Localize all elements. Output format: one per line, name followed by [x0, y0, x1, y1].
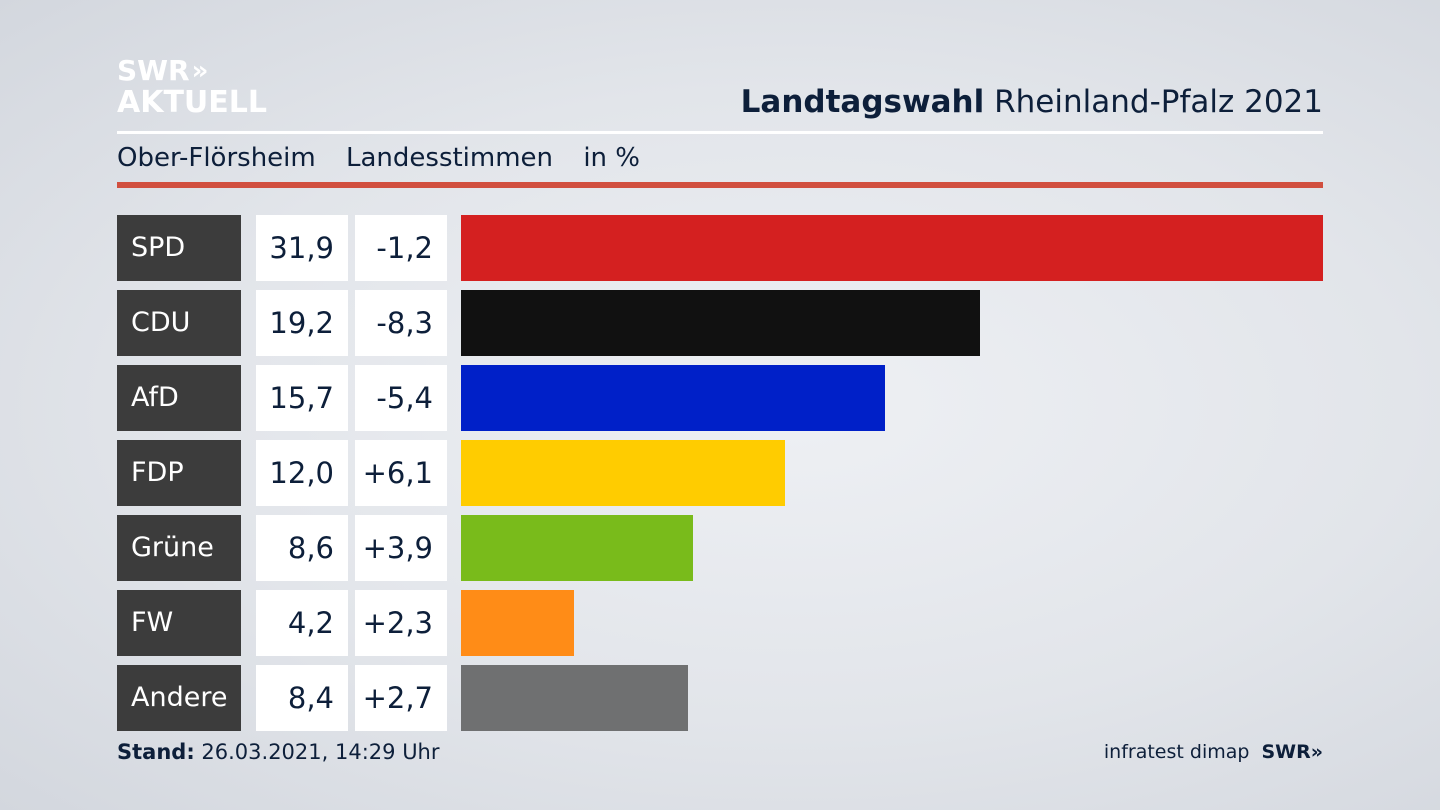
stand-label: Stand:	[117, 740, 195, 764]
chart-row: FW 4,2 +2,3	[117, 590, 1323, 656]
logo-line2: AKTUELL	[117, 85, 268, 120]
chart-row: Andere 8,4 +2,7	[117, 665, 1323, 731]
source-label: infratest dimap	[1103, 741, 1250, 763]
title-rest: Rheinland-Pfalz 2021	[994, 84, 1323, 120]
chart-row: CDU 19,2 -8,3	[117, 290, 1323, 356]
chart-row: SPD 31,9 -1,2	[117, 215, 1323, 281]
timestamp: Stand: 26.03.2021, 14:29 Uhr	[117, 740, 440, 764]
footer-swr-logo: SWR»	[1261, 741, 1323, 763]
party-label: FDP	[117, 440, 241, 506]
vote-share-label: 15,7	[256, 365, 348, 431]
footer-brand: SWR	[1261, 741, 1311, 763]
bar-spd	[461, 215, 1323, 281]
subtitle-unit: in %	[583, 143, 640, 173]
change-label: -5,4	[355, 365, 447, 431]
header-divider	[117, 131, 1323, 134]
chart-row: Grüne 8,6 +3,9	[117, 515, 1323, 581]
subtitle-measure: Landesstimmen	[346, 143, 554, 173]
change-label: -1,2	[355, 215, 447, 281]
party-label: FW	[117, 590, 241, 656]
change-label: +2,7	[355, 665, 447, 731]
vote-share-label: 19,2	[256, 290, 348, 356]
vote-share-label: 31,9	[256, 215, 348, 281]
bar-cdu	[461, 290, 980, 356]
bar-afd	[461, 365, 886, 431]
page-title: Landtagswahl Rheinland-Pfalz 2021	[741, 84, 1323, 120]
change-label: +6,1	[355, 440, 447, 506]
party-label: CDU	[117, 290, 241, 356]
vote-share-label: 12,0	[256, 440, 348, 506]
subtitle-divider	[117, 182, 1323, 188]
swr-aktuell-logo: SWR» AKTUELL	[117, 56, 267, 118]
chart-row: FDP 12,0 +6,1	[117, 440, 1323, 506]
change-label: +2,3	[355, 590, 447, 656]
subtitle-place: Ober-Flörsheim	[117, 143, 316, 173]
change-label: +3,9	[355, 515, 447, 581]
change-label: -8,3	[355, 290, 447, 356]
bar-grüne	[461, 515, 694, 581]
chart-row: AfD 15,7 -5,4	[117, 365, 1323, 431]
logo-line1: SWR	[117, 54, 190, 87]
stand-value: 26.03.2021, 14:29 Uhr	[201, 740, 440, 764]
party-label: Andere	[117, 665, 241, 731]
bar-andere	[461, 665, 688, 731]
footer-chevron-icon: »	[1310, 741, 1323, 763]
chart-subtitle: Ober-Flörsheim Landesstimmen in %	[117, 143, 662, 173]
party-label: AfD	[117, 365, 241, 431]
source-credit: infratest dimap SWR»	[1104, 741, 1323, 763]
vote-share-label: 8,4	[256, 665, 348, 731]
title-bold: Landtagswahl	[740, 84, 985, 120]
bar-fdp	[461, 440, 786, 506]
party-label: Grüne	[117, 515, 241, 581]
vote-share-label: 4,2	[256, 590, 348, 656]
bar-fw	[461, 590, 575, 656]
party-label: SPD	[117, 215, 241, 281]
logo-chevron-icon: »	[191, 56, 209, 86]
vote-share-label: 8,6	[256, 515, 348, 581]
